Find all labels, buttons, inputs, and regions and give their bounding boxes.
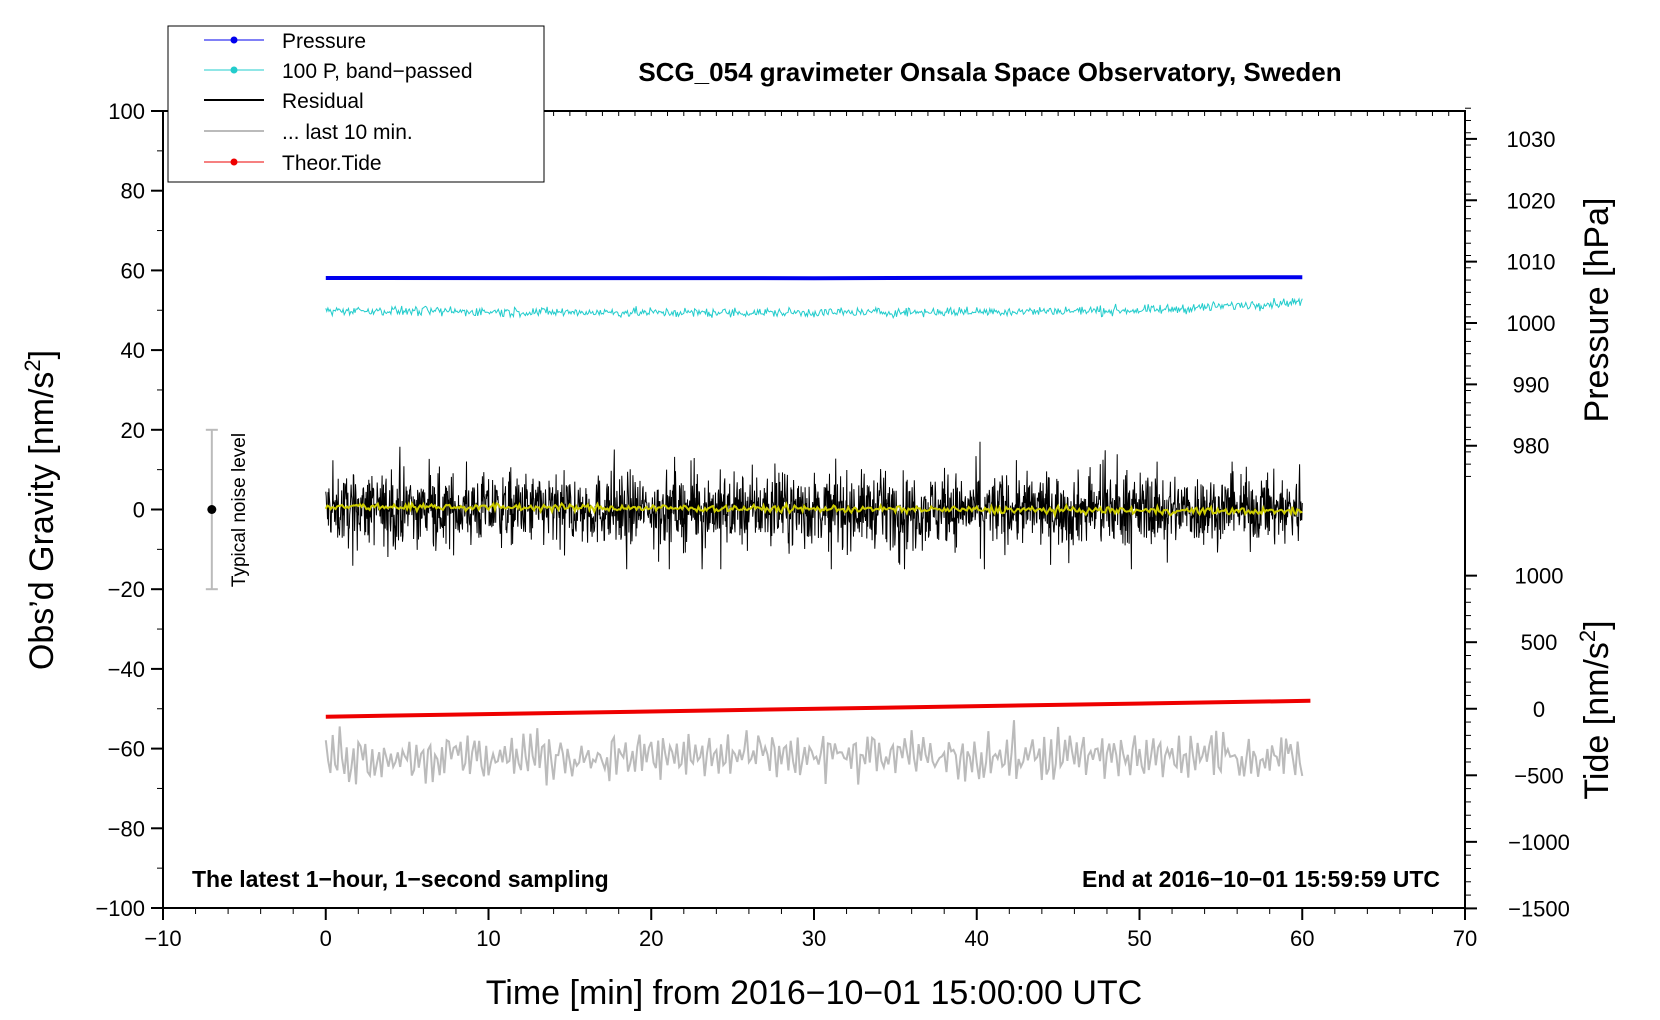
noise-level-indicator	[205, 428, 218, 591]
pressure-axis: 980 990 1000 1010 1020 1030	[1465, 107, 1556, 477]
y-tick-label-0: −100	[95, 896, 145, 921]
x-tick-label-0: −10	[144, 926, 181, 951]
x-tick-label-6: 50	[1127, 926, 1151, 951]
legend-marker-pressure	[230, 36, 238, 44]
series-last-10-min	[324, 720, 1304, 786]
series-layer	[324, 275, 1311, 786]
tide-tick-label-3: 0	[1533, 697, 1545, 722]
x-tick-label-1: 0	[320, 926, 332, 951]
x-tick-label-5: 40	[965, 926, 989, 951]
y-tick-label-2: −60	[108, 737, 145, 762]
y-tick-label-1: −80	[108, 816, 145, 841]
y-tick-label-9: 80	[121, 179, 145, 204]
y-axis-title-left: Obs’d Gravity [nm/s2]	[20, 350, 61, 670]
pressure-tick-label-2: 1000	[1507, 311, 1556, 336]
y-tick-label-7: 40	[121, 338, 145, 363]
y-tick-label-6: 20	[121, 418, 145, 443]
y-tick-label-3: −40	[108, 657, 145, 682]
legend-entry-pressure: Pressure	[204, 30, 366, 53]
tide-axis: −1500 −1000 −500 0 500 1000	[1465, 564, 1570, 921]
y-tick-label-10: 100	[108, 99, 145, 124]
x-tick-label-4: 30	[802, 926, 826, 951]
legend-entry-bandpassed: 100 P, band−passed	[204, 60, 473, 83]
noise-level-label: Typical noise level	[229, 433, 250, 587]
tide-tick-label-5: 1000	[1515, 564, 1564, 589]
x-tick-label-7: 60	[1290, 926, 1314, 951]
pressure-tick-label-3: 1010	[1507, 250, 1556, 275]
legend-label-pressure: Pressure	[282, 30, 366, 53]
y-axis-left: −100 −80 −60 −40 −20 0 20 40 60 80 100	[95, 99, 163, 921]
x-axis-title: Time [min] from 2016−10−01 15:00:00 UTC	[486, 974, 1142, 1012]
x-tick-label-2: 10	[476, 926, 500, 951]
x-axis: −10 0 10 20 30 40 50 60 70	[144, 111, 1477, 951]
chart-title: SCG_054 gravimeter Onsala Space Observat…	[638, 57, 1341, 87]
series-residual	[325, 441, 1303, 570]
series-theoretical-tide	[325, 698, 1311, 719]
tide-axis-title: Tide [nm/s2]	[1575, 620, 1616, 799]
tide-tick-label-4: 500	[1521, 630, 1558, 655]
series-pressure	[325, 275, 1303, 281]
end-time-note: End at 2016−10−01 15:59:59 UTC	[1082, 866, 1440, 892]
legend-label-last10: ... last 10 min.	[282, 121, 413, 144]
x-tick-label-8: 70	[1453, 926, 1477, 951]
y-tick-label-5: 0	[133, 498, 145, 523]
legend: Pressure 100 P, band−passed Residual ...…	[167, 25, 545, 183]
x-tick-label-3: 20	[639, 926, 663, 951]
sampling-note: The latest 1−hour, 1−second sampling	[192, 866, 609, 892]
legend-label-tide: Theor.Tide	[282, 152, 382, 175]
legend-entry-last10: ... last 10 min.	[204, 121, 413, 144]
pressure-tick-label-5: 1030	[1507, 127, 1556, 152]
pressure-axis-title: Pressure [hPa]	[1578, 198, 1616, 423]
legend-label-residual: Residual	[282, 90, 364, 113]
tide-tick-label-2: −500	[1514, 763, 1564, 788]
legend-box	[167, 25, 545, 183]
tide-tick-label-0: −1500	[1508, 896, 1570, 921]
legend-entry-tide: Theor.Tide	[204, 152, 382, 175]
legend-label-bandpassed: 100 P, band−passed	[282, 60, 473, 83]
pressure-tick-label-0: 980	[1513, 434, 1550, 459]
legend-entry-residual: Residual	[204, 90, 364, 113]
y-tick-label-8: 60	[121, 258, 145, 283]
tide-tick-label-1: −1000	[1508, 830, 1570, 855]
legend-marker-bandpassed	[230, 66, 238, 74]
y-tick-label-4: −20	[108, 577, 145, 602]
series-residual-smoothed	[324, 500, 1303, 519]
series-bandpassed	[325, 297, 1303, 319]
pressure-tick-label-1: 990	[1513, 372, 1550, 397]
legend-marker-tide	[230, 158, 238, 166]
noise-bar-center-dot	[207, 505, 217, 514]
pressure-tick-label-4: 1020	[1507, 188, 1556, 213]
